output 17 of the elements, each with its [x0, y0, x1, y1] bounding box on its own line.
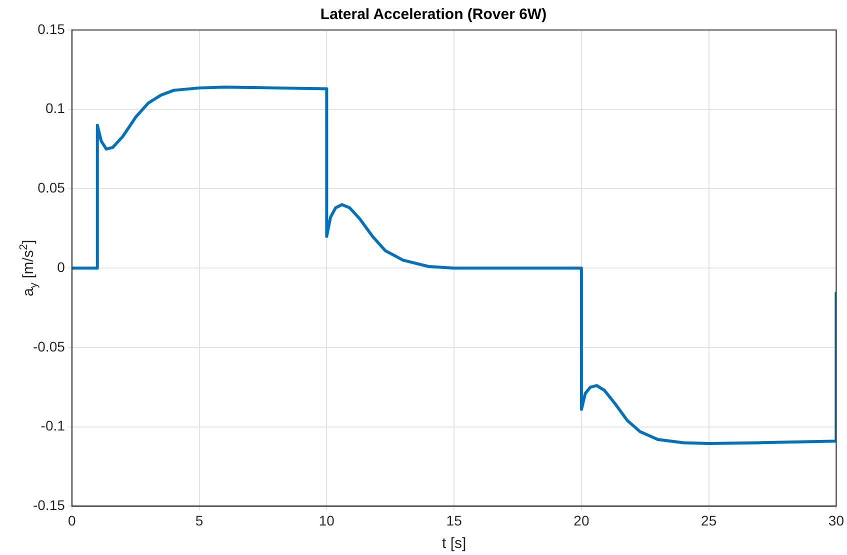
x-tick-label: 20 — [574, 512, 590, 528]
y-tick-label: 0 — [57, 258, 66, 275]
y-tick-label: -0.1 — [40, 418, 66, 434]
y-tick-label: 0.15 — [38, 20, 66, 37]
x-tick-label: 10 — [318, 512, 335, 528]
x-axis-title: t [s] — [442, 535, 466, 552]
y-tick-label: -0.05 — [32, 338, 66, 354]
x-tick-label: 5 — [195, 512, 204, 528]
y-tick-label: 0.1 — [45, 100, 66, 116]
x-tick-label: 30 — [828, 512, 844, 528]
x-tick-label: 25 — [701, 512, 717, 528]
y-tick-label: -0.15 — [32, 497, 66, 514]
chart-title: Lateral Acceleration (Rover 6W) — [320, 6, 547, 24]
y-axis-title: ay [m/s2] — [18, 240, 40, 296]
y-tick-label: 0.05 — [38, 180, 66, 196]
x-tick-label: 0 — [68, 512, 76, 528]
x-tick-label: 15 — [446, 512, 462, 528]
